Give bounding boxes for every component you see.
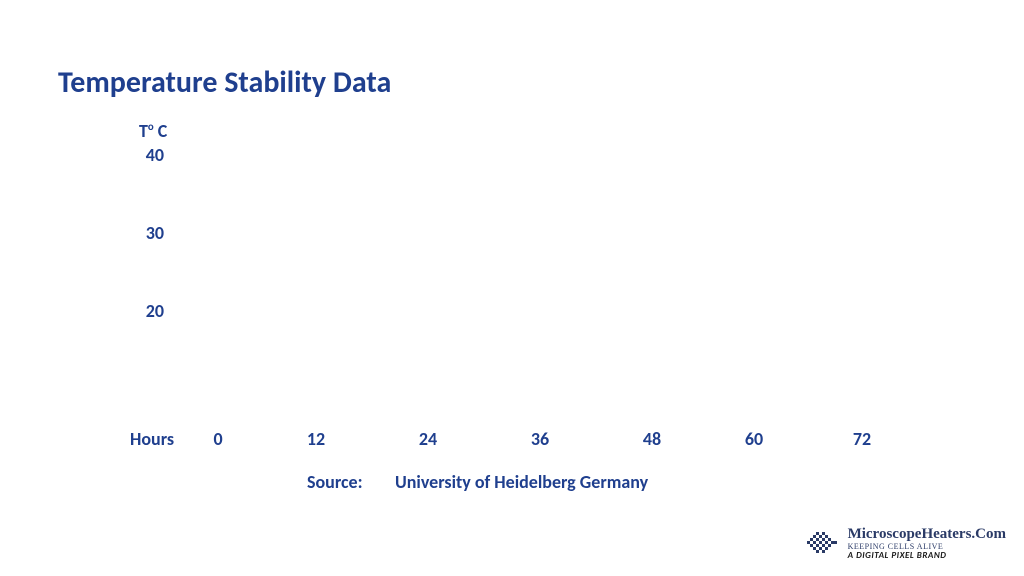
x-tick: 0 [193,428,243,450]
brand-logo-icon [804,526,840,562]
y-axis-title: To C [139,120,167,142]
x-tick: 24 [403,428,453,450]
brand-footer: MicroscopeHeaters.Com KEEPING CELLS ALIV… [804,526,1006,562]
y-tick: 30 [124,222,164,244]
y-tick: 40 [124,144,164,166]
y-tick: 20 [124,300,164,322]
brand-tagline-2: A DIGITAL PIXEL BRAND [848,551,1006,560]
x-tick: 48 [627,428,677,450]
source-label: Source: [307,471,363,493]
x-tick: 12 [291,428,341,450]
brand-text: MicroscopeHeaters.Com KEEPING CELLS ALIV… [848,527,1006,561]
x-tick: 36 [515,428,565,450]
x-axis-title: Hours [130,428,174,450]
x-tick: 72 [837,428,887,450]
brand-name: MicroscopeHeaters.Com [848,527,1006,543]
page-title: Temperature Stability Data [58,64,391,101]
x-tick: 60 [729,428,779,450]
slide: Temperature Stability Data To C 40 30 20 H… [0,0,1024,576]
source-value: University of Heidelberg Germany [395,471,648,493]
